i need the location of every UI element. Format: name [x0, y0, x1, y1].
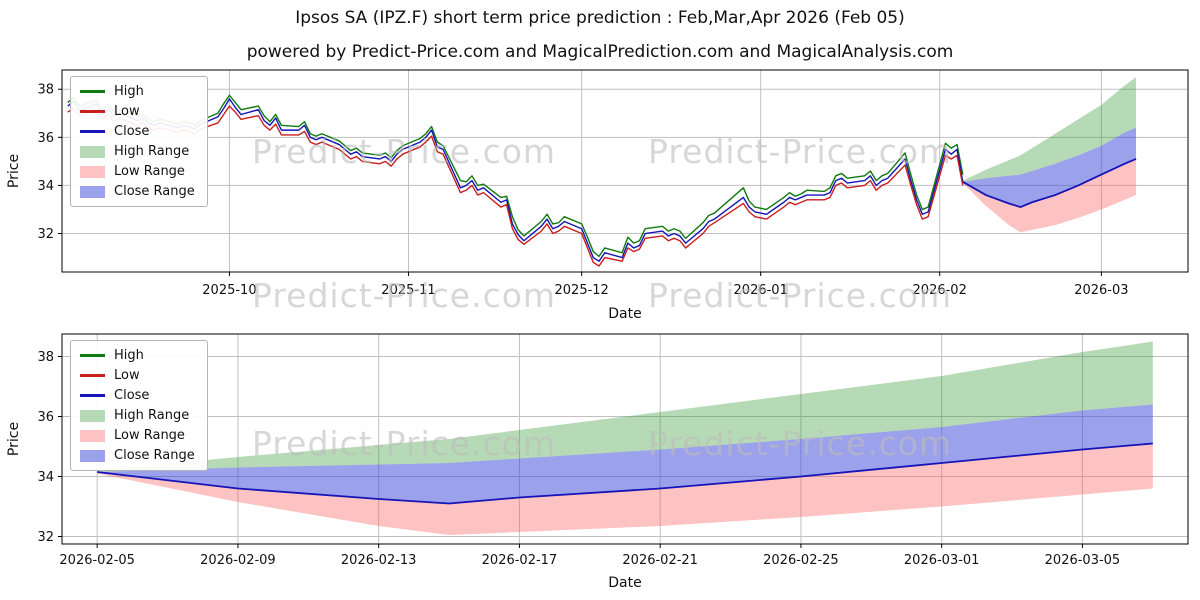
svg-text:2026-02-17: 2026-02-17 — [482, 553, 558, 568]
svg-text:36: 36 — [37, 410, 54, 425]
legend-item: Close Range — [80, 447, 195, 464]
legend-line-swatch — [80, 90, 105, 93]
legend-item: Low Range — [80, 163, 195, 180]
svg-text:2026-01: 2026-01 — [734, 283, 788, 298]
svg-text:32: 32 — [37, 530, 54, 545]
legend-label: Close Range — [114, 448, 195, 463]
legend-item: High — [80, 347, 195, 364]
svg-text:2025-10: 2025-10 — [202, 283, 256, 298]
chart-legend: High Low Close High Range Low Range Close Ran… — [70, 76, 208, 207]
legend-item: Low — [80, 367, 195, 384]
legend-patch-swatch — [80, 145, 105, 158]
svg-text:36: 36 — [37, 131, 54, 146]
legend-item: Low — [80, 103, 195, 120]
legend-item: Low Range — [80, 427, 195, 444]
legend-item: Close Range — [80, 183, 195, 200]
svg-text:2026-02-21: 2026-02-21 — [622, 553, 698, 568]
legend-line-swatch — [80, 130, 105, 133]
svg-text:Date: Date — [608, 306, 641, 322]
chart-legend: High Low Close High Range Low Range Close Ran… — [70, 340, 208, 471]
legend-patch-swatch — [80, 409, 105, 422]
legend-patch-swatch — [80, 449, 105, 462]
svg-text:2026-02-13: 2026-02-13 — [341, 553, 417, 568]
svg-text:38: 38 — [37, 350, 54, 365]
legend-line-swatch — [80, 110, 105, 113]
svg-text:2026-02-25: 2026-02-25 — [763, 553, 839, 568]
price-history-chart: 32 34 36 38 2025-10 2025-11 2025-12 2026-01 2026… — [6, 69, 1189, 322]
svg-text:2026-02: 2026-02 — [913, 283, 967, 298]
svg-text:2026-02-05: 2026-02-05 — [59, 553, 135, 568]
svg-text:34: 34 — [37, 179, 54, 194]
legend-item: High — [80, 83, 195, 100]
legend-label: Low Range — [114, 428, 185, 443]
legend-patch-swatch — [80, 165, 105, 178]
legend-item: Close — [80, 123, 195, 140]
svg-text:Date: Date — [608, 575, 641, 591]
legend-label: High Range — [114, 408, 190, 423]
legend-label: Close — [114, 388, 150, 403]
legend-patch-swatch — [80, 429, 105, 442]
legend-label: High — [114, 348, 144, 363]
svg-text:Price: Price — [6, 154, 22, 188]
svg-text:34: 34 — [37, 470, 54, 485]
legend-label: High Range — [114, 144, 190, 159]
legend-item: High Range — [80, 143, 195, 160]
svg-text:32: 32 — [37, 227, 54, 242]
svg-text:2026-02-09: 2026-02-09 — [200, 553, 276, 568]
svg-text:2026-03: 2026-03 — [1074, 283, 1128, 298]
svg-text:2026-03-01: 2026-03-01 — [904, 553, 980, 568]
figure-title: Ipsos SA (IPZ.F) short term price predic… — [295, 8, 905, 28]
legend-label: Low — [114, 368, 140, 383]
legend-line-swatch — [80, 394, 105, 397]
legend-label: Close — [114, 124, 150, 139]
svg-text:2025-11: 2025-11 — [381, 283, 435, 298]
legend-label: Low Range — [114, 164, 185, 179]
svg-text:38: 38 — [37, 83, 54, 98]
legend-line-swatch — [80, 354, 105, 357]
legend-line-swatch — [80, 374, 105, 377]
prediction-zoom-chart: 32 34 36 38 2026-02-05 2026-02-09 2026-02-13 20… — [6, 333, 1189, 591]
legend-item: Close — [80, 387, 195, 404]
svg-text:2026-03-05: 2026-03-05 — [1045, 553, 1121, 568]
figure-subtitle: powered by Predict-Price.com and Magical… — [246, 42, 954, 62]
svg-text:2025-12: 2025-12 — [555, 283, 609, 298]
legend-label: Low — [114, 104, 140, 119]
svg-text:Price: Price — [6, 422, 22, 456]
legend-label: High — [114, 84, 144, 99]
legend-patch-swatch — [80, 185, 105, 198]
legend-item: High Range — [80, 407, 195, 424]
legend-label: Close Range — [114, 184, 195, 199]
